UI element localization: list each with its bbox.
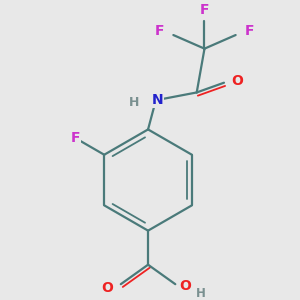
- Text: F: F: [244, 24, 254, 38]
- Text: F: F: [155, 24, 164, 38]
- Text: H: H: [196, 287, 206, 300]
- Text: N: N: [152, 93, 164, 107]
- Text: O: O: [179, 279, 191, 293]
- Text: O: O: [101, 281, 113, 295]
- Text: H: H: [129, 96, 140, 109]
- Text: F: F: [200, 3, 209, 17]
- Text: O: O: [232, 74, 244, 88]
- Text: F: F: [71, 131, 80, 145]
